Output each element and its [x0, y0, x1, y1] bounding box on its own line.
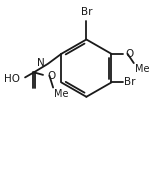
Text: N: N: [37, 58, 45, 68]
Text: HO: HO: [4, 74, 20, 84]
Text: O: O: [125, 49, 134, 59]
Text: Me: Me: [135, 64, 150, 74]
Text: O: O: [47, 71, 55, 81]
Text: Br: Br: [124, 78, 136, 88]
Text: Me: Me: [54, 89, 68, 99]
Text: Br: Br: [81, 7, 92, 17]
